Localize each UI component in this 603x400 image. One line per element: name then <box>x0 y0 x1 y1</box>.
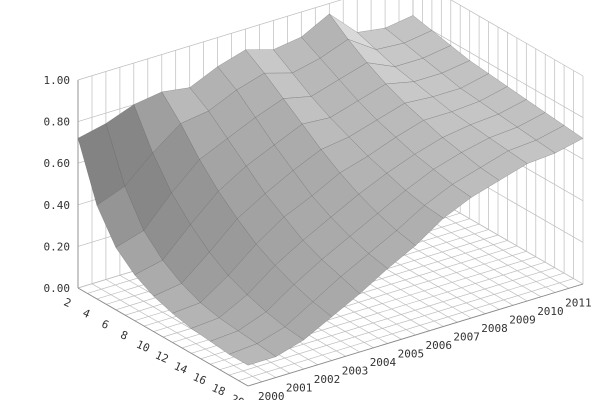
year-tick-label: 2010 <box>537 305 564 318</box>
maturity-tick-label: 4 <box>81 306 93 321</box>
surface-patch <box>228 343 277 366</box>
year-tick-label: 2004 <box>370 356 397 369</box>
year-tick-label: 2011 <box>565 297 592 310</box>
z-tick-label: 0.80 <box>44 116 71 129</box>
maturity-tick-label: 2 <box>62 296 73 311</box>
year-tick-label: 2005 <box>398 348 425 361</box>
year-tick-label: 2009 <box>509 314 536 327</box>
maturity-tick-label: 8 <box>118 328 129 343</box>
z-tick-label: 0.60 <box>44 157 71 170</box>
year-axis-ticks: 2000200120022003200420052006200720082009… <box>258 297 592 400</box>
maturity-tick-label: 16 <box>191 370 208 387</box>
maturity-tick-label: 12 <box>153 349 170 366</box>
year-tick-label: 2001 <box>286 382 313 395</box>
year-axis-line <box>247 283 584 387</box>
surface-mesh <box>77 13 584 366</box>
year-tick-label: 2003 <box>342 365 369 378</box>
z-tick-label: 0.00 <box>44 282 71 295</box>
year-tick-label: 2000 <box>258 390 285 400</box>
year-tick-label: 2002 <box>314 373 341 386</box>
maturity-axis-line <box>77 287 249 387</box>
year-tick-label: 2007 <box>453 331 480 344</box>
maturity-tick-label: 14 <box>172 359 190 376</box>
floor-maturity-gridline <box>228 272 565 376</box>
z-axis-ticks: 0.00 0.20 0.40 0.60 0.80 1.00 <box>44 74 71 295</box>
floor-maturity-gridline <box>238 278 574 381</box>
year-tick-label: 2008 <box>481 322 508 335</box>
maturity-tick-label: 6 <box>100 317 111 332</box>
maturity-tick-label: 20 <box>229 392 246 400</box>
z-tick-label: 0.20 <box>44 240 71 253</box>
year-tick-label: 2006 <box>426 339 453 352</box>
z-tick-label: 1.00 <box>44 74 71 87</box>
maturity-tick-label: 10 <box>134 338 151 355</box>
maturity-tick-label: 18 <box>210 381 227 398</box>
z-tick-label: 0.40 <box>44 199 71 212</box>
